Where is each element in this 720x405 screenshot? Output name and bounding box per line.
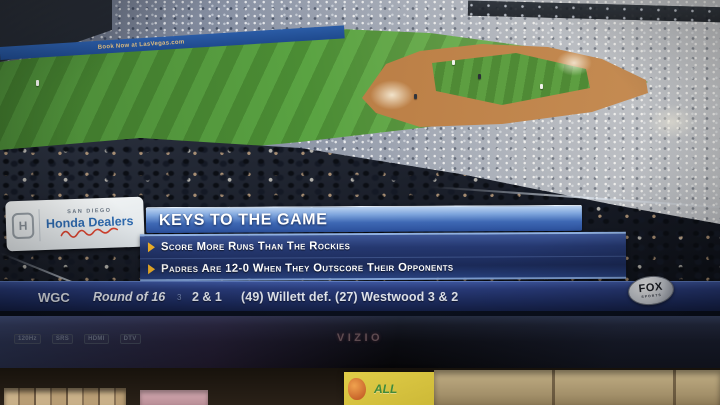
keys-panel-title: KEYS TO THE GAME bbox=[158, 210, 328, 229]
ticker-separator: 3 bbox=[177, 292, 182, 302]
bullet-arrow-icon bbox=[148, 263, 156, 274]
keys-panel-body: Score More Runs Than The Rockies Padres … bbox=[139, 231, 627, 282]
fox-logo-subtext: SPORTS bbox=[641, 292, 662, 299]
bullet-arrow-icon bbox=[147, 242, 155, 253]
fielder-player bbox=[414, 94, 417, 99]
bezel-badge-row: 120Hz SRS HDMI DTV bbox=[14, 334, 141, 344]
keys-item: Score More Runs Than The Rockies bbox=[140, 234, 626, 258]
tv-brand-logo: VIZIO bbox=[336, 332, 384, 344]
badge-dtv: DTV bbox=[119, 334, 141, 344]
keys-item: Padres Are 12-0 When They Outscore Their… bbox=[140, 255, 627, 279]
honda-logo-icon: H bbox=[11, 212, 35, 240]
ticker-league-label: WGC bbox=[38, 289, 70, 305]
pink-box bbox=[140, 390, 208, 405]
badge-srs: SRS bbox=[51, 334, 74, 344]
ticker-stage-label: Round of 16 bbox=[93, 290, 166, 304]
baserunner-player bbox=[540, 84, 543, 89]
badge-hdmi: HDMI bbox=[84, 334, 109, 344]
keys-item-text: Score More Runs Than The Rockies bbox=[160, 239, 351, 253]
outfield-wall-ad-text: Book Now at LasVegas.com bbox=[97, 38, 185, 51]
screen-bottom-edge bbox=[0, 311, 720, 316]
keys-item-text: Padres Are 12-0 When They Outscore Their… bbox=[161, 261, 454, 275]
honda-logo-letter: H bbox=[18, 218, 28, 233]
room-background: ALL bbox=[0, 368, 720, 405]
score-ticker: WGC Round of 16 3 2 & 1 (49) Willett def… bbox=[0, 281, 720, 311]
sponsor-tagline-script bbox=[60, 227, 118, 238]
ticker-previous-score: 2 & 1 bbox=[192, 290, 222, 304]
cartoon-character-icon bbox=[348, 377, 366, 400]
sponsor-divider bbox=[38, 209, 41, 242]
batter-player bbox=[478, 74, 481, 79]
dresser bbox=[434, 370, 720, 405]
sponsor-badge: H SAN DIEGO Honda Dealers bbox=[5, 196, 145, 252]
outfielder-player bbox=[36, 80, 39, 86]
ticker-match-result: (49) Willett def. (27) Westwood 3 & 2 bbox=[241, 290, 459, 304]
yellow-book-title: ALL bbox=[374, 381, 398, 396]
yellow-book: ALL bbox=[344, 372, 434, 405]
book-spines bbox=[4, 388, 126, 405]
keys-panel-header: KEYS TO THE GAME bbox=[145, 204, 583, 234]
badge-120hz: 120Hz bbox=[14, 334, 41, 344]
infielder-player bbox=[452, 60, 455, 65]
tv-screen: Book Now at LasVegas.com H SAN DIEGO Hon… bbox=[0, 0, 720, 316]
tv-bezel: 120Hz SRS HDMI DTV VIZIO bbox=[0, 316, 720, 368]
